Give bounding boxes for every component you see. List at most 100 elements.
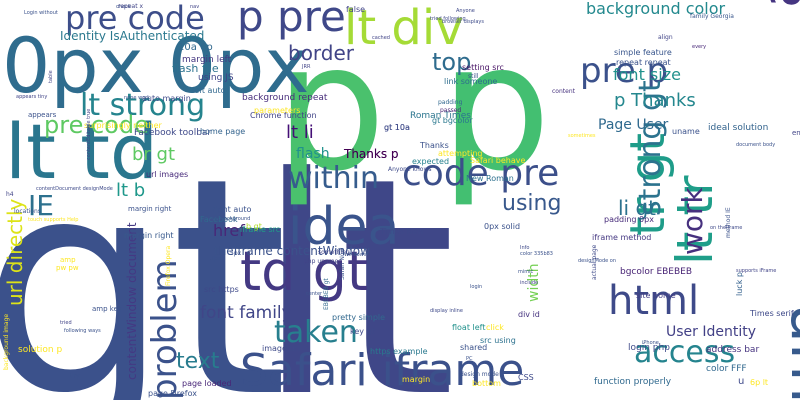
word-0px-0px: 0px 0px [2,21,309,110]
word-something: something [318,249,350,256]
word-php-uname: php uname [304,258,338,265]
word-ie: IE [28,189,54,222]
word-taken: taken [274,315,358,350]
word-text: text [176,349,220,374]
word-bottom: bottom [472,379,501,388]
word-user-identity: User Identity [666,324,756,340]
word-facebook: Facebook [200,215,238,224]
word-windows: Windows [344,252,367,258]
word-margin-left: margin left [182,55,232,65]
word-gt-10a: gt 10a [384,123,410,132]
word-strong-gt: strong gt [633,80,668,216]
word-following-ways: following ways [64,328,101,334]
word-ends: ends [792,129,800,137]
word-css: CSS [518,373,534,382]
word-firefox-opera: Firefox Opera [165,246,172,286]
word-safari-now: Safari Now [339,248,346,280]
word-mimic: mimic [518,269,534,275]
word-chrome-function: Chrome function [250,111,317,120]
word-safari-behave: Safari behave [470,156,525,165]
word-thanks: Thanks [419,141,449,150]
word-pre-code: pre code [65,0,205,37]
word-auto-margin: auto margin [142,94,191,103]
word-flash-file: flash file [172,62,219,75]
word-p-thanks: p Thanks [614,90,696,111]
word-link-someone: link someone [444,77,497,86]
word-surprisingly-neither: surprisingly neither [84,121,163,130]
word-display-inline: display inline [430,308,463,314]
word-float-left: float left [452,323,485,332]
word-include: include [520,280,538,286]
word-expected: expected [412,157,449,166]
word-idea: idea [288,197,399,257]
word-lt-b: lt b [116,180,145,201]
word-image-url: image url [262,344,300,353]
word-p: p [440,7,551,210]
word-actual-page: actual page [591,244,598,280]
word-locations: locations [14,208,41,215]
word-function-properly: function properly [594,377,672,387]
word-appears: appears [28,111,57,119]
word-attempting: attempting [438,149,482,158]
word-site-home: site home [636,291,676,300]
word-using: using [502,191,561,216]
word-work: work [676,186,709,255]
word-supports-iframe: supports iFrame [736,268,776,274]
word-thanks-p: Thanks p [343,147,399,161]
word-gt-bgcolor: gt bgcolor [432,116,473,125]
word-page-firefox: page Firefox [148,389,197,398]
word-padding: padding [438,99,463,106]
word-contenteditable-true: contentEditable true [86,109,92,160]
word-iframe-src: iframe src [240,225,280,234]
word-try: try [70,372,80,380]
word-color-335b83: color 335b83 [520,251,553,257]
word-simple-feature: simple feature [614,48,672,57]
word-login-without: Login without [24,10,58,16]
word-table: table [48,70,54,83]
word-padding-0px: padding 0px [604,215,654,224]
word-still: still [468,73,479,80]
word-design-mode: design mode [460,371,499,378]
word-method-ie: method IE [725,207,732,238]
word-code-pre: code pre [402,153,559,194]
word-font-size: font size [613,65,681,84]
word-family-georgia: family Georgia [690,13,734,20]
word-ebebeb-gt: EBEBEB gt [323,278,330,310]
word-solution-p: solution p [18,345,63,355]
word-background-repeat: background repeat [242,93,328,103]
word-td-gt: td gt [240,240,368,303]
word-setting-src: setting src [462,63,504,72]
word-browser-displays: browser displays [442,19,484,25]
word-home-page: home page [200,127,245,136]
word-document-body: document body [736,142,775,148]
word-problem: problem [145,259,185,400]
word-margin-right: margin right [124,231,174,240]
word-src-https: src https [204,285,239,294]
word-identity-isauthenticated: Identity IsAuthenticated [60,29,204,43]
word-href: href [213,221,245,240]
word-using-js: using JS [198,73,234,83]
word-click: click [486,323,504,332]
word-10a-6p: 10a 6p [178,42,213,53]
word-key-gt: key gt [350,327,375,336]
word-cached: cached [372,35,390,41]
word-right-auto: right auto [212,205,251,214]
word-margin: margin [402,375,430,384]
word-amp: amp [749,0,800,8]
word-tried: tried [60,320,72,326]
word-within: within [288,161,379,196]
word-roman-times: Roman Times [410,111,471,121]
word-times-serif: Times serif [749,309,794,318]
word-appears-tiny: appears tiny [16,94,47,100]
word-iframe-method: iframe method [592,233,651,242]
word-designmode-on: designMode on [578,258,616,264]
word-parameters: parameters [254,106,300,115]
word-content: content [552,88,576,95]
word-times-new: Times New [379,227,424,236]
word-pre-code: pre code [44,111,149,139]
word-anyone-knows: Anyone knows [388,166,432,173]
word-p-pre: p pre [237,0,346,41]
word-top: top [432,48,471,76]
word-uname: uname [672,127,700,136]
word-check: check [116,4,131,10]
